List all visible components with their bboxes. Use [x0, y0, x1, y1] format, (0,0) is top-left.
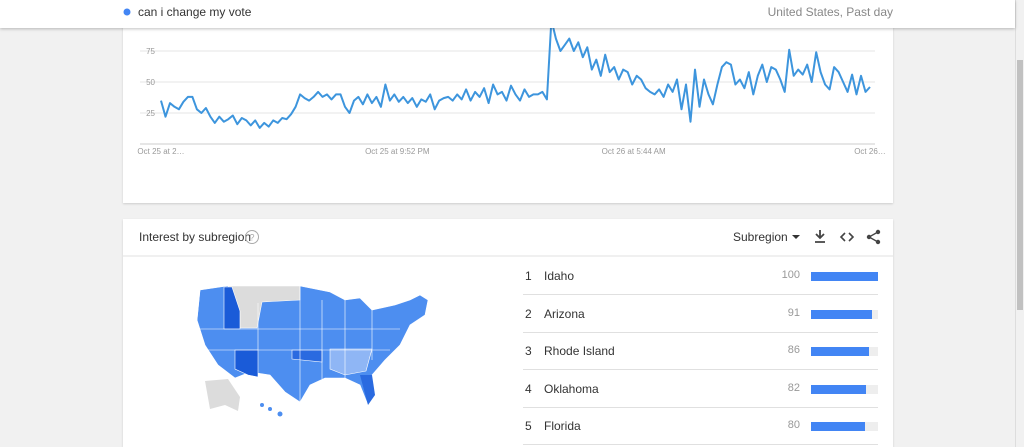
- dropdown-arrow[interactable]: [792, 235, 800, 239]
- rank: 2: [525, 306, 532, 321]
- query-bar-svg: can i change my vote United States, Past…: [123, 5, 893, 19]
- region-selector[interactable]: Subregion: [733, 230, 788, 244]
- value-label: 86: [787, 344, 800, 356]
- y-tick-label: 25: [146, 109, 155, 118]
- rank: 5: [525, 419, 532, 433]
- ranking-row[interactable]: 1 Idaho 100: [523, 257, 878, 295]
- trend-line: [160, 19, 871, 129]
- x-tick-label: Oct 25 at 2…: [137, 147, 184, 156]
- help-icon-glyph[interactable]: ?: [249, 233, 254, 243]
- x-tick-label: Oct 26 at 5:44 AM: [602, 147, 666, 156]
- value-label: 100: [781, 269, 800, 281]
- x-tick-label: Oct 25 at 9:52 PM: [365, 147, 430, 156]
- bar-track: [811, 422, 878, 431]
- region-name: Florida: [544, 419, 581, 433]
- subregion-header: Interest by subregion ? Subregion: [123, 229, 893, 417]
- x-tick-label: Oct 26…: [854, 147, 886, 156]
- bar-track: [811, 272, 878, 281]
- region-name: Arizona: [544, 306, 585, 321]
- scroll-thumb[interactable]: [1017, 60, 1023, 310]
- value-label: 80: [787, 419, 800, 431]
- rank: 4: [525, 381, 532, 396]
- region-name: Idaho: [544, 269, 575, 283]
- chart: 25 50 75 Oct 25 at 2… Oct 25 at 9:52 PM Oct 2…: [137, 19, 886, 156]
- bar-track: [811, 309, 878, 319]
- value-label: 82: [787, 381, 800, 394]
- ranking-row[interactable]: 4 Oklahoma 82: [523, 370, 878, 408]
- share-icon[interactable]: [866, 229, 881, 245]
- bar: [811, 309, 872, 319]
- download-icon[interactable]: [815, 230, 825, 243]
- region-name: Oklahoma: [544, 381, 599, 396]
- chart-card: [123, 0, 893, 203]
- bar-track: [811, 347, 878, 356]
- region: United States, Past day: [768, 5, 893, 19]
- bar: [811, 272, 878, 281]
- value-label: 91: [787, 306, 800, 319]
- y-tick-label: 50: [146, 78, 155, 87]
- rank: 1: [525, 269, 532, 283]
- ranking-row[interactable]: 5 Florida 80: [523, 407, 878, 445]
- term-dot: [123, 8, 131, 16]
- bar: [811, 422, 865, 431]
- help-icon[interactable]: [245, 230, 259, 244]
- region-name: Rhode Island: [544, 344, 615, 358]
- ranking-row[interactable]: 3 Rhode Island 86: [523, 332, 878, 370]
- section-title: Interest by subregion: [139, 230, 251, 244]
- y-tick-label: 75: [146, 47, 155, 56]
- embed-icon[interactable]: [839, 232, 855, 242]
- bar: [811, 384, 866, 394]
- bar: [811, 347, 869, 356]
- ranking-row[interactable]: 2 Arizona 91: [523, 295, 878, 333]
- us-map: [196, 285, 429, 417]
- bar-track: [811, 384, 878, 394]
- rank: 3: [525, 344, 532, 358]
- query-bar: can i change my vote United States, Past…: [0, 0, 1015, 28]
- term: can i change my vote: [138, 5, 252, 19]
